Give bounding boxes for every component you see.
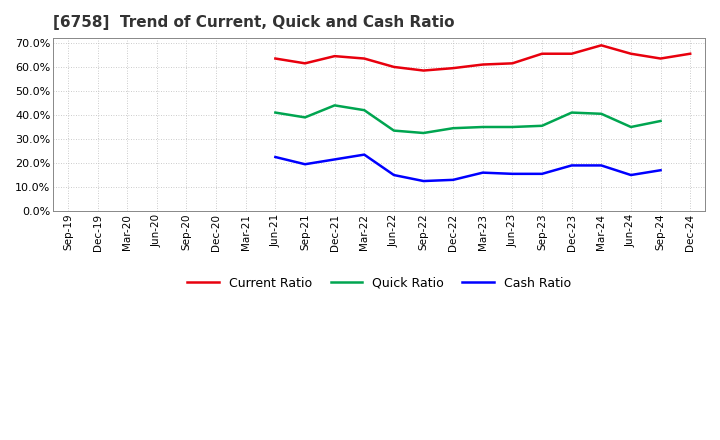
Quick Ratio <box>656 118 665 124</box>
Legend: Current Ratio, Quick Ratio, Cash Ratio: Current Ratio, Quick Ratio, Cash Ratio <box>182 272 576 295</box>
Cash Ratio <box>390 172 398 178</box>
Cash Ratio <box>271 154 279 160</box>
Quick Ratio <box>449 125 457 131</box>
Current Ratio <box>419 68 428 73</box>
Current Ratio <box>271 56 279 61</box>
Quick Ratio <box>567 110 576 115</box>
Current Ratio <box>656 56 665 61</box>
Quick Ratio <box>538 123 546 128</box>
Cash Ratio <box>479 170 487 175</box>
Quick Ratio <box>390 128 398 133</box>
Current Ratio <box>538 51 546 56</box>
Quick Ratio <box>271 110 279 115</box>
Cash Ratio <box>360 152 369 157</box>
Quick Ratio <box>301 115 310 120</box>
Current Ratio <box>330 54 339 59</box>
Cash Ratio <box>301 161 310 167</box>
Current Ratio <box>449 66 457 71</box>
Cash Ratio <box>597 163 606 168</box>
Current Ratio <box>360 56 369 61</box>
Quick Ratio <box>419 130 428 136</box>
Cash Ratio <box>330 157 339 162</box>
Current Ratio <box>390 64 398 70</box>
Line: Quick Ratio: Quick Ratio <box>275 105 660 133</box>
Current Ratio <box>508 61 517 66</box>
Cash Ratio <box>626 172 635 178</box>
Quick Ratio <box>597 111 606 117</box>
Quick Ratio <box>360 107 369 113</box>
Current Ratio <box>626 51 635 56</box>
Current Ratio <box>597 43 606 48</box>
Cash Ratio <box>567 163 576 168</box>
Cash Ratio <box>449 177 457 183</box>
Text: [6758]  Trend of Current, Quick and Cash Ratio: [6758] Trend of Current, Quick and Cash … <box>53 15 454 30</box>
Quick Ratio <box>508 125 517 130</box>
Current Ratio <box>686 51 695 56</box>
Cash Ratio <box>419 178 428 183</box>
Line: Cash Ratio: Cash Ratio <box>275 154 660 181</box>
Line: Current Ratio: Current Ratio <box>275 45 690 70</box>
Cash Ratio <box>508 171 517 176</box>
Quick Ratio <box>626 125 635 130</box>
Current Ratio <box>567 51 576 56</box>
Current Ratio <box>301 61 310 66</box>
Quick Ratio <box>479 125 487 130</box>
Current Ratio <box>479 62 487 67</box>
Cash Ratio <box>538 171 546 176</box>
Cash Ratio <box>656 168 665 173</box>
Quick Ratio <box>330 103 339 108</box>
